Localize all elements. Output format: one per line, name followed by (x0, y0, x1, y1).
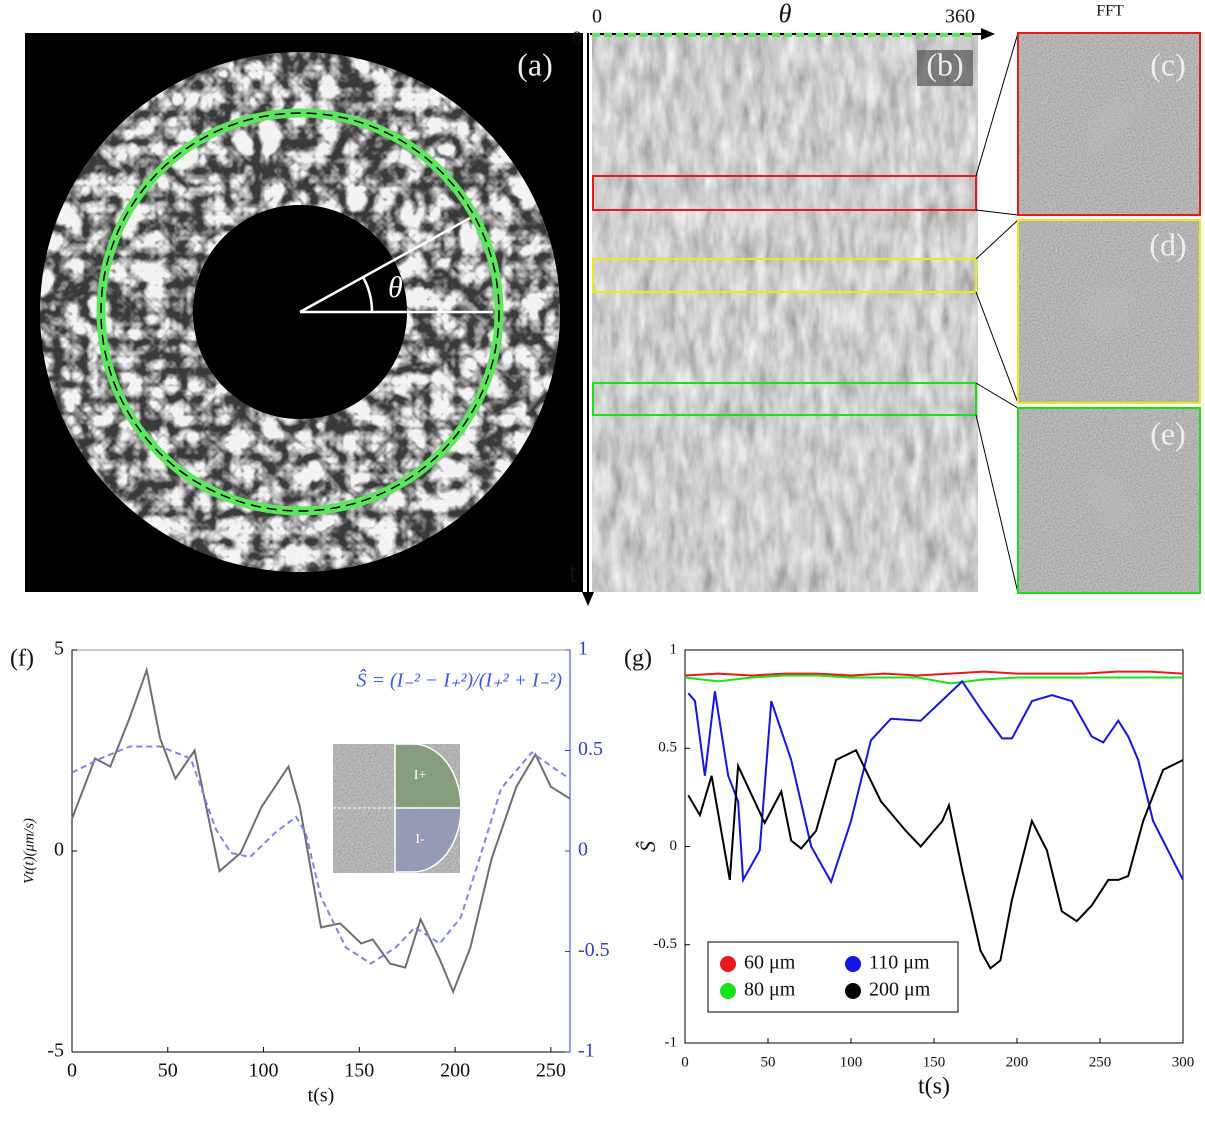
x-tick-label: 250 (1089, 1054, 1112, 1070)
legend-marker (720, 956, 736, 972)
x-tick-label: 100 (249, 1060, 279, 1082)
panel-label: (g) (624, 646, 652, 672)
theta-start: 0 (592, 6, 602, 28)
arrow-head (981, 28, 995, 40)
y-tick-label: 1 (670, 641, 678, 657)
kymograph (592, 33, 978, 592)
legend-label: 80 μm (744, 979, 796, 1001)
legend-label: 60 μm (744, 952, 796, 974)
panel-label: (c) (1150, 46, 1186, 82)
figure: θ (a) 0 θ 360 0 t (b) FFT (c) (d) (e) (f… (0, 0, 1205, 1129)
series-line (685, 672, 1183, 676)
panel-label: (a) (517, 46, 553, 82)
arrow-head (582, 592, 594, 606)
x-tick-label: 50 (158, 1060, 178, 1082)
y-tick-label: 0 (670, 838, 678, 854)
series-line (72, 747, 570, 964)
x-tick-label: 50 (761, 1054, 776, 1070)
y-axis-label: Ŝ (635, 841, 660, 852)
theta-end: 360 (945, 6, 975, 28)
x-tick-label: 150 (923, 1054, 946, 1070)
x-tick-label: 200 (1006, 1054, 1029, 1070)
x-tick-label: 0 (67, 1060, 77, 1082)
y2-tick-label: 0 (578, 839, 588, 861)
y2-tick-label: -1 (578, 1040, 595, 1062)
y-tick-label: 0 (54, 839, 64, 861)
y-tick-label: -5 (47, 1040, 64, 1062)
x-axis-label: t(s) (308, 1085, 335, 1107)
y-axis-label: Vt(t)(μm/s) (21, 818, 37, 884)
panel-label: (f) (10, 646, 34, 672)
x-tick-label: 100 (840, 1054, 863, 1070)
theta-title: θ (779, 0, 792, 28)
y2-tick-label: -0.5 (578, 939, 610, 961)
x-tick-label: 250 (536, 1060, 566, 1082)
x-tick-label: 300 (1172, 1054, 1195, 1070)
x-tick-label: 150 (344, 1060, 374, 1082)
inset (333, 744, 461, 873)
x-tick-label: 200 (440, 1060, 470, 1082)
legend-label: 110 μm (869, 952, 930, 974)
series-line (688, 750, 1183, 968)
series-line (72, 670, 570, 992)
x-tick-label: 0 (681, 1054, 689, 1070)
y-tick-label: -0.5 (653, 936, 677, 952)
y-tick-label: -1 (665, 1034, 678, 1050)
inset-label: I- (415, 832, 425, 847)
panel-label: (d) (1149, 226, 1186, 262)
y-tick-label: 5 (54, 638, 64, 660)
y-tick-label: 0.5 (658, 740, 677, 756)
t-start: 0 (572, 28, 582, 50)
panel-label: (b) (926, 46, 963, 82)
series-line (685, 676, 1183, 684)
panel-label: (e) (1150, 415, 1186, 451)
theta-label: θ (388, 271, 403, 304)
legend-marker (720, 983, 736, 999)
inset-label: I+ (414, 768, 427, 783)
x-axis-label: t(s) (918, 1074, 950, 1100)
t-label: t (569, 556, 578, 589)
connectors (976, 33, 1018, 593)
annotation: Ŝ = (I₋² − I₊²)/(I₊² + I₋²) (356, 668, 562, 692)
series-line (688, 681, 1183, 882)
fft-title: FFT (1096, 3, 1124, 20)
y2-tick-label: 0.5 (578, 738, 603, 760)
legend-label: 200 μm (869, 979, 931, 1001)
y2-tick-label: 1 (578, 638, 588, 660)
legend-marker (845, 956, 861, 972)
legend-marker (845, 983, 861, 999)
